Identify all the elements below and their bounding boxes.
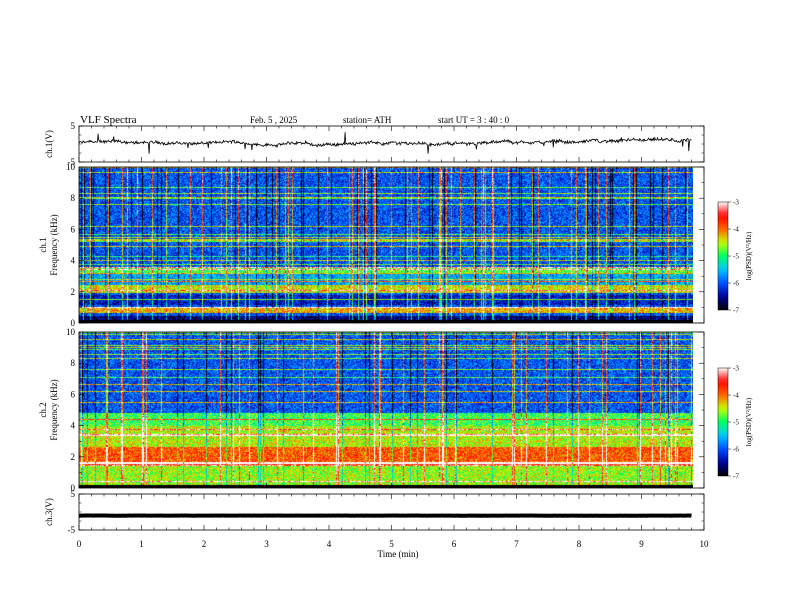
y-tick-label: 10: [66, 162, 76, 172]
ch3-frame: [78, 493, 705, 531]
x-tick-label: 0: [77, 539, 82, 549]
x-tick-label: 7: [514, 539, 519, 549]
y-tick-label: 4: [71, 256, 76, 266]
y-tick-label: 8: [71, 193, 76, 203]
x-tick-label: 5: [389, 539, 394, 549]
chart-title: VLF Spectra: [80, 114, 137, 126]
ch1-waveform-panel: 5 -5 ch.1(V): [44, 121, 705, 167]
ch1-colorbar-label: log(PSD)(V²/Hz): [745, 231, 753, 280]
y-tick-label: -5: [68, 157, 76, 167]
ch2-spec-channel-label: ch.2: [38, 402, 48, 417]
x-tick-label: 1: [139, 539, 144, 549]
colorbar-tick-label: -4: [733, 392, 739, 400]
ch3-ylabel: ch.3(V): [44, 498, 54, 526]
ch1-spec-yticks: 0 2 4 6 8 10: [66, 162, 704, 328]
ch1-ylabel: ch.1(V): [44, 130, 54, 158]
ch2-colorbar-ticks: -3 -4 -5 -6 -7: [728, 365, 739, 481]
ch3-yticks: 5 -5: [68, 489, 704, 535]
x-tick-label: 4: [327, 539, 332, 549]
y-tick-label: 2: [71, 452, 76, 462]
ch2-colorbar-label: log(PSD)(V²/Hz): [745, 397, 753, 446]
y-tick-label: 5: [71, 121, 76, 131]
ch1-spectrogram-image: [79, 167, 693, 323]
y-tick-label: 5: [71, 489, 76, 499]
colorbar-tick-label: -6: [733, 280, 739, 288]
ch1-spec-channel-label: ch.1: [38, 237, 48, 252]
ch1-trace: [78, 132, 692, 154]
ch2-spec-ylabel: Frequency (kHz): [49, 379, 59, 440]
x-tick-label: 3: [264, 539, 269, 549]
colorbar-tick-label: -3: [733, 199, 739, 207]
x-tick-label: 9: [639, 539, 644, 549]
ch2-colorbar: [718, 368, 728, 476]
y-tick-label: 0: [71, 318, 76, 328]
y-tick-label: 6: [71, 389, 76, 399]
colorbar-tick-label: -3: [733, 365, 739, 373]
x-axis-label: Time (min): [378, 549, 419, 559]
x-tick-label: 2: [202, 539, 207, 549]
colorbar-tick-label: -7: [733, 307, 739, 315]
ch1-colorbar: [718, 202, 728, 310]
x-tick-label: 8: [577, 539, 582, 549]
colorbar-tick-label: -5: [733, 253, 739, 261]
ch1-frame: [78, 125, 705, 163]
y-tick-label: 0: [71, 483, 76, 493]
station-label: station= ATH: [343, 115, 392, 125]
colorbar-tick-label: -7: [733, 473, 739, 481]
date-label: Feb. 5 , 2025: [250, 115, 298, 125]
ch2-spectrogram-image: [79, 332, 693, 488]
y-tick-label: 2: [71, 287, 76, 297]
start-time-label: start UT = 3 : 40 : 0: [438, 115, 510, 125]
colorbar-tick-label: -4: [733, 226, 739, 234]
x-tick-label: 10: [700, 539, 710, 549]
y-tick-label: 8: [71, 358, 76, 368]
colorbar-tick-label: -5: [733, 419, 739, 427]
colorbar-tick-label: -6: [733, 446, 739, 454]
ch3-waveform-panel: 5 -5 ch.3(V): [44, 489, 705, 535]
y-tick-label: 4: [71, 421, 76, 431]
y-tick-label: 6: [71, 224, 76, 234]
ch1-spec-ylabel: Frequency (kHz): [49, 214, 59, 275]
x-tick-label: 6: [452, 539, 457, 549]
y-tick-label: 10: [66, 327, 76, 337]
ch2-spec-yticks: 0 2 4 6 8 10: [66, 327, 704, 493]
ch1-colorbar-ticks: -3 -4 -5 -6 -7: [728, 199, 739, 315]
ch1-yticks: 5 -5: [68, 121, 704, 167]
y-tick-label: -5: [68, 525, 76, 535]
x-axis-ticks: 0 1 2 3 4 5 6 7 8 9 10: [77, 126, 709, 549]
